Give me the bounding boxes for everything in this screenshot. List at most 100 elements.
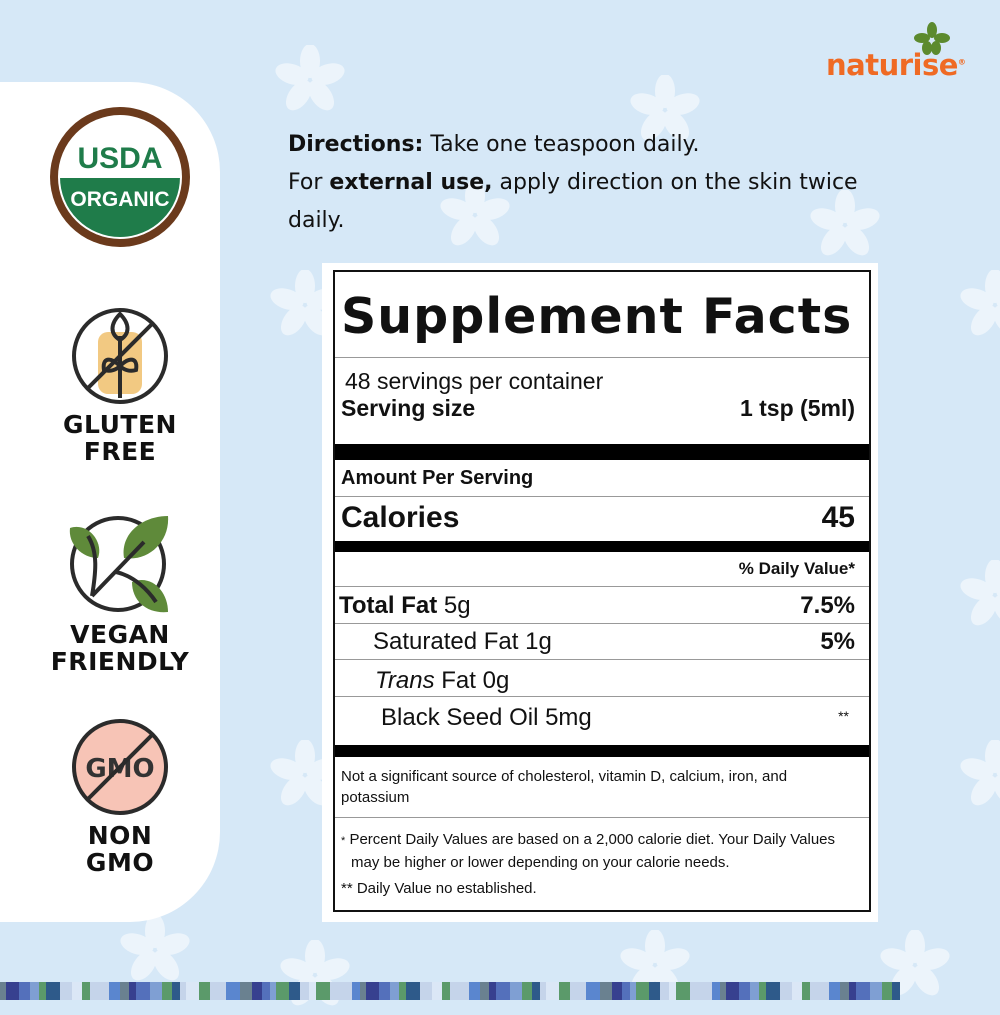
stripe xyxy=(226,982,240,1000)
daily-value-not-established-note: ** Daily Value no established. xyxy=(341,880,537,897)
stripe xyxy=(300,982,309,1000)
stripe xyxy=(870,982,882,1000)
stripe xyxy=(712,982,720,1000)
stripe xyxy=(342,982,352,1000)
stripe xyxy=(46,982,60,1000)
facts-title: Supplement Facts xyxy=(341,288,853,345)
stripe xyxy=(579,982,586,1000)
stripe xyxy=(546,982,559,1000)
stripe xyxy=(399,982,406,1000)
stripe xyxy=(309,982,316,1000)
stripe xyxy=(262,982,270,1000)
stripe xyxy=(559,982,570,1000)
stripe xyxy=(720,982,726,1000)
stripe xyxy=(186,982,199,1000)
gluten-free-label: GLUTEN FREE xyxy=(63,410,177,466)
stripe xyxy=(469,982,480,1000)
stripe xyxy=(882,982,892,1000)
stripe xyxy=(759,982,766,1000)
stripe xyxy=(612,982,622,1000)
percent-daily-note: * Percent Daily Values are based on a 2,… xyxy=(341,831,836,871)
stripe xyxy=(19,982,30,1000)
stripe xyxy=(570,982,579,1000)
stripe xyxy=(816,982,829,1000)
stripe xyxy=(739,982,750,1000)
stripe xyxy=(276,982,289,1000)
stripe xyxy=(6,982,19,1000)
stripe xyxy=(726,982,739,1000)
stripe xyxy=(849,982,856,1000)
stripe xyxy=(316,982,330,1000)
stripe xyxy=(120,982,129,1000)
stripe xyxy=(840,982,849,1000)
stripe xyxy=(240,982,252,1000)
stripe xyxy=(600,982,612,1000)
flower-icon xyxy=(810,189,880,260)
leaf-logo-icon xyxy=(914,22,950,55)
stripe xyxy=(442,982,450,1000)
stripe xyxy=(379,982,390,1000)
stripe xyxy=(432,982,442,1000)
stripe xyxy=(450,982,456,1000)
serving-size-value: 1 tsp (5ml) xyxy=(739,395,855,421)
stripe xyxy=(480,982,489,1000)
stripe xyxy=(39,982,46,1000)
stripe xyxy=(532,982,540,1000)
stripe xyxy=(856,982,870,1000)
vegan-friendly-badge: VEGAN FRIENDLY xyxy=(0,512,240,675)
stripe xyxy=(330,982,342,1000)
stripe xyxy=(496,982,510,1000)
stripe xyxy=(136,982,150,1000)
stripe xyxy=(586,982,600,1000)
stripe xyxy=(510,982,522,1000)
non-gmo-label: NON GMO xyxy=(85,821,155,877)
stripe xyxy=(252,982,262,1000)
label-background xyxy=(322,263,878,922)
vegan-leaf-icon xyxy=(69,516,169,613)
stripe xyxy=(522,982,532,1000)
non-gmo-icon: GMO xyxy=(72,719,168,815)
stripe xyxy=(540,982,546,1000)
stripe xyxy=(96,982,109,1000)
stripe xyxy=(810,982,816,1000)
stripe xyxy=(82,982,90,1000)
gluten-free-icon xyxy=(72,308,168,404)
flower-icon xyxy=(960,739,1000,810)
stripe xyxy=(892,982,900,1000)
stripe xyxy=(630,982,636,1000)
stripe xyxy=(390,982,399,1000)
stripe xyxy=(702,982,712,1000)
stripe xyxy=(0,982,6,1000)
usda-organic-badge: USDA ORGANIC xyxy=(0,104,240,255)
stripe xyxy=(60,982,72,1000)
stripe xyxy=(270,982,276,1000)
stripe xyxy=(129,982,136,1000)
stripe xyxy=(219,982,226,1000)
stripe xyxy=(199,982,210,1000)
stripe xyxy=(792,982,802,1000)
stripe xyxy=(780,982,792,1000)
flower-icon xyxy=(960,269,1000,340)
flower-icon xyxy=(630,74,700,145)
servings-per-container: 48 servings per container xyxy=(345,368,604,394)
stripe xyxy=(360,982,366,1000)
stripe xyxy=(109,982,120,1000)
stripe xyxy=(210,982,219,1000)
supplement-facts-panel: Supplement Facts 48 servings per contain… xyxy=(333,270,871,912)
stripe xyxy=(660,982,669,1000)
stripe xyxy=(289,982,300,1000)
stripe xyxy=(622,982,630,1000)
stripe xyxy=(766,982,780,1000)
stripe xyxy=(180,982,186,1000)
flower-icon xyxy=(440,179,510,250)
stripe xyxy=(366,982,379,1000)
stripe xyxy=(456,982,469,1000)
stripe xyxy=(676,982,690,1000)
usda-organic-seal-icon: USDA ORGANIC xyxy=(50,107,190,247)
flower-icon xyxy=(960,559,1000,630)
stripe xyxy=(172,982,180,1000)
directions-text: Directions: Take one teaspoon daily. For… xyxy=(288,132,858,233)
amount-per-serving: Amount Per Serving xyxy=(341,467,534,489)
stripe xyxy=(72,982,82,1000)
